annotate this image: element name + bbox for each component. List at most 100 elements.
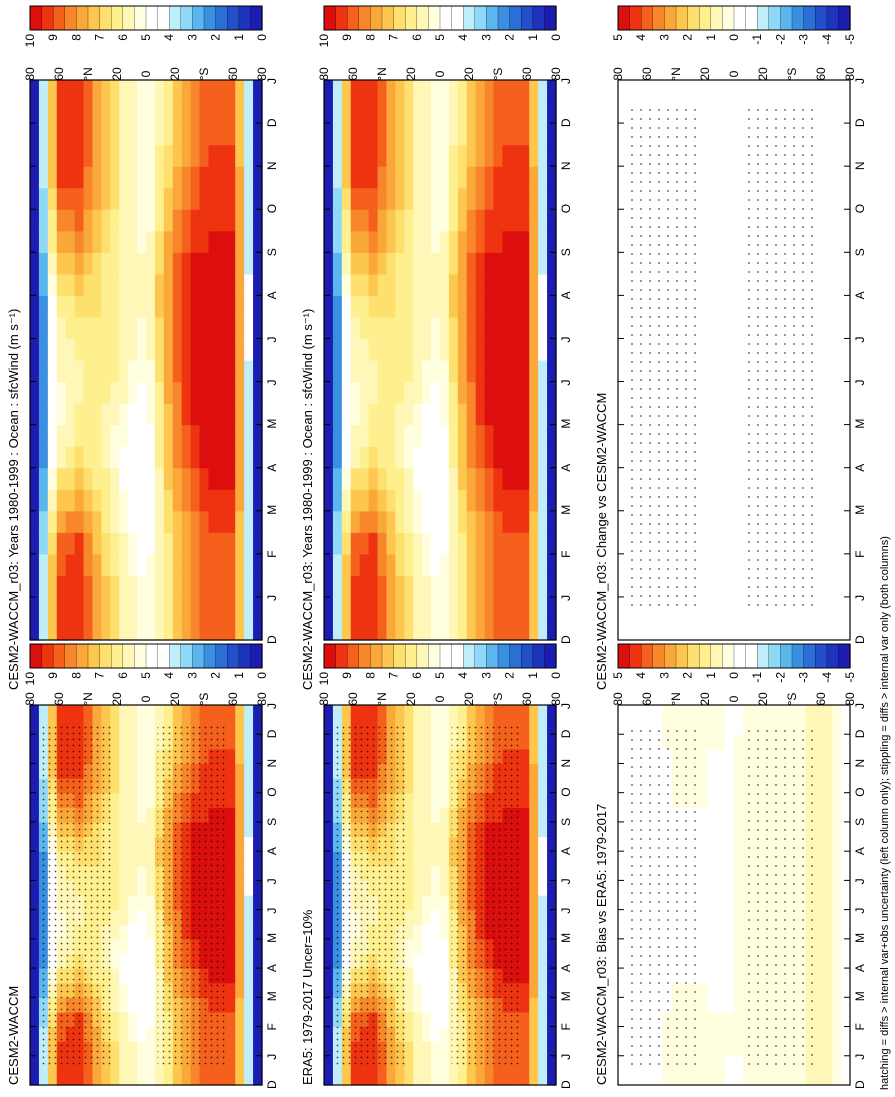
cell [47, 252, 58, 275]
cell [83, 123, 94, 146]
month-tick-label: M [265, 505, 279, 515]
cell [618, 968, 628, 984]
cell [199, 705, 210, 721]
cell [823, 909, 833, 925]
cell [208, 532, 218, 555]
lat-tick-label: 20 [168, 692, 182, 706]
cell [413, 968, 423, 984]
cell [235, 446, 245, 469]
cell [440, 778, 450, 794]
cell [324, 123, 334, 146]
cell [324, 1041, 334, 1057]
cell [814, 553, 824, 576]
cell [841, 295, 851, 318]
cell [760, 705, 771, 721]
cell [154, 596, 165, 620]
colorbar-swatch [180, 5, 194, 31]
cell [208, 273, 218, 296]
cell [30, 938, 40, 955]
cell [698, 1055, 708, 1071]
cell [181, 596, 192, 620]
cell [377, 532, 388, 555]
cell [814, 748, 824, 765]
cell [698, 187, 708, 210]
cell [154, 316, 165, 340]
cell [359, 123, 370, 146]
cell [253, 865, 263, 881]
month-tick-label: M [265, 991, 279, 1001]
cell [707, 807, 717, 823]
cell [413, 123, 423, 146]
colorbar-swatch [617, 5, 631, 31]
cell [83, 575, 94, 598]
cell [128, 101, 138, 124]
cell [832, 821, 842, 838]
cell [698, 381, 708, 404]
cell [529, 553, 539, 576]
cell [529, 316, 539, 340]
cell [208, 316, 218, 340]
cell [324, 851, 334, 867]
cell [208, 510, 218, 533]
cell [716, 895, 726, 911]
cell [163, 1070, 174, 1086]
cell [341, 187, 352, 210]
cell [83, 144, 94, 167]
cell [841, 144, 851, 167]
cell [493, 596, 504, 620]
cell [110, 424, 120, 447]
cell [823, 968, 833, 984]
cell [493, 144, 504, 167]
cell [502, 360, 512, 383]
cell [324, 792, 334, 808]
colorbar-swatch [416, 5, 430, 31]
colorbar-swatch [803, 5, 816, 31]
cell [30, 381, 40, 404]
cell [466, 360, 477, 383]
cell [332, 80, 343, 103]
cell [466, 381, 477, 404]
cell [199, 424, 210, 447]
cell [716, 80, 726, 103]
cell [226, 532, 236, 555]
cell [734, 187, 744, 210]
cell [413, 446, 423, 469]
cell [707, 953, 717, 969]
cell [440, 938, 450, 955]
cell [332, 230, 343, 253]
cell [547, 938, 557, 955]
cell [377, 101, 388, 124]
cell [832, 1055, 842, 1071]
cell [707, 997, 717, 1013]
cell [502, 424, 512, 447]
cell [119, 618, 129, 641]
cell [172, 209, 183, 232]
cell [547, 1055, 557, 1071]
cell [832, 209, 842, 232]
cell [698, 997, 708, 1013]
cell [484, 553, 495, 576]
cell [413, 209, 423, 232]
cell [359, 1070, 370, 1086]
cell [208, 166, 218, 189]
colorbar-frame [29, 643, 263, 669]
cell [181, 252, 192, 275]
cell [493, 705, 504, 721]
cell [626, 705, 637, 721]
cell [431, 273, 441, 296]
cell [217, 295, 227, 318]
cell [377, 424, 388, 447]
cell [341, 403, 352, 426]
cell [190, 209, 201, 232]
cell [841, 880, 851, 896]
colorbar-swatch [532, 643, 546, 669]
cell [47, 489, 58, 512]
cell [56, 467, 67, 490]
cell [448, 705, 459, 721]
colorbar-swatch [664, 643, 677, 669]
cell [547, 880, 557, 896]
cell [422, 403, 432, 426]
cell [742, 80, 753, 103]
cell [244, 144, 254, 167]
